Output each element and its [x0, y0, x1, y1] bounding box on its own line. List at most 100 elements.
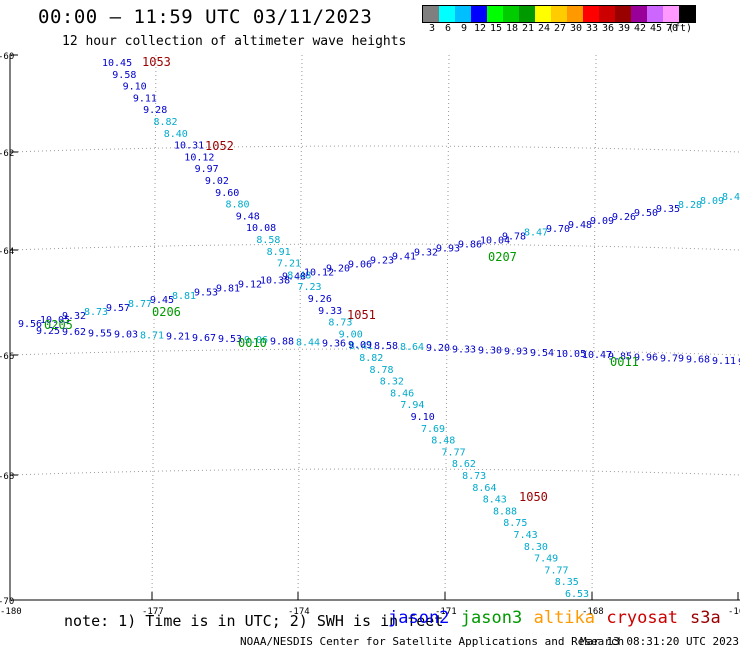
- parallel-gridline: [9, 145, 740, 153]
- lat-label: -68: [0, 472, 14, 482]
- track-1053-value: 9.28: [143, 105, 167, 116]
- track-0206-value: 10.38: [260, 275, 290, 286]
- pass-label: 1051: [347, 308, 376, 322]
- scale-swatch: [535, 6, 551, 22]
- scale-swatch: [679, 6, 695, 22]
- page-subtitle: 12 hour collection of altimeter wave hei…: [62, 34, 407, 49]
- track-1053-value: 8.43: [483, 495, 507, 506]
- track-1053-value: 7.69: [421, 424, 445, 435]
- track-0010-value: 9.25: [36, 326, 60, 337]
- track-0206-value: 9.06: [348, 259, 372, 270]
- timestamp-text: Mar 13 08:31:20 UTC 2023: [580, 635, 739, 648]
- lat-label: -60: [0, 52, 14, 62]
- pass-label: 0205: [44, 318, 73, 332]
- pass-label: 0207: [488, 250, 517, 264]
- track-1053-value: 8.64: [472, 483, 496, 494]
- lon-label: -177: [142, 607, 164, 617]
- track-0010-value: 9.62: [62, 327, 86, 338]
- pass-label: 0206: [152, 305, 181, 319]
- scale-swatch: [519, 6, 535, 22]
- track-1053-value: 10.12: [184, 152, 214, 163]
- track-0206-value: 8.73: [84, 307, 108, 318]
- lat-label: -66: [0, 352, 14, 362]
- meridian-gridline: [297, 54, 303, 601]
- parallel-gridline: [9, 243, 740, 251]
- scale-swatch: [615, 6, 631, 22]
- track-0206-value: 8.09: [700, 196, 724, 207]
- track-0206-value: 8.47: [524, 228, 548, 239]
- scale-label: 36: [602, 23, 615, 34]
- track-0010-value: 9.11: [712, 356, 736, 367]
- track-0206-value: 9.78: [502, 232, 526, 243]
- track-0010-value: 9.20: [426, 343, 450, 354]
- track-0010-value: 9.68: [686, 355, 710, 366]
- scale-swatch: [455, 6, 471, 22]
- track-1053-value: 8.32: [380, 377, 404, 388]
- track-0010-value: 10.47: [582, 350, 612, 361]
- track-0010-value: 8.64: [400, 342, 424, 353]
- track-0206-value: 9.48: [568, 220, 592, 231]
- track-0206-value: 8.28: [678, 200, 702, 211]
- track-1053-value: 7.43: [514, 530, 538, 541]
- scale-label: (ft): [668, 23, 693, 34]
- scale-label: 6: [445, 23, 452, 34]
- legend-cryosat: cryosat: [606, 608, 679, 628]
- legend-s3a: s3a: [690, 608, 721, 628]
- track-1053-value: 8.91: [267, 247, 291, 258]
- track-0010-value: 9.33: [452, 344, 476, 355]
- parallel-gridline: [9, 468, 740, 476]
- lon-label: -171: [435, 607, 457, 617]
- track-1053-value: 8.78: [370, 365, 394, 376]
- track-0010-value: 9.36: [322, 339, 346, 350]
- track-0010-value: 9.93: [504, 347, 528, 358]
- pass-label: 1050: [519, 490, 548, 504]
- track-1053-value: 10.08: [246, 223, 276, 234]
- track-1053-value: 7.21: [277, 259, 301, 270]
- page-title: 00:00 – 11:59 UTC 03/11/2023: [38, 6, 373, 28]
- lon-label: -174: [288, 607, 310, 617]
- track-1053-value: 8.88: [493, 506, 517, 517]
- track-0010-value: 9.89: [738, 357, 740, 368]
- track-1053-value: 9.26: [308, 294, 332, 305]
- track-1053-value: 9.48: [236, 211, 260, 222]
- track-0010-value: 9.88: [270, 336, 294, 347]
- track-1053-value: 9.60: [215, 188, 239, 199]
- track-1053-value: 8.73: [462, 471, 486, 482]
- meridian-gridline: [444, 54, 450, 601]
- lon-label: -168: [582, 607, 604, 617]
- scale-swatch: [423, 6, 439, 22]
- lat-label: -62: [0, 149, 14, 159]
- track-1053-value: 9.33: [318, 306, 342, 317]
- track-0010-value: 9.30: [478, 346, 502, 357]
- track-0206-value: 9.12: [238, 279, 262, 290]
- track-1053-value: 8.75: [503, 518, 527, 529]
- pass-label: 0010: [238, 336, 267, 350]
- scale-label: 30: [570, 23, 583, 34]
- track-0010-value: 8.71: [140, 331, 164, 342]
- track-0206-value: 8.81: [172, 291, 196, 302]
- track-1053-value: 9.10: [411, 412, 435, 423]
- lon-label: -165: [728, 607, 740, 617]
- scale-label: 18: [506, 23, 519, 34]
- track-1053-value: 8.73: [328, 318, 352, 329]
- track-0206-value: 9.93: [436, 244, 460, 255]
- track-1053-value: 7.77: [442, 447, 466, 458]
- pass-label: 1052: [205, 139, 234, 153]
- track-0206-value: 8.77: [128, 299, 152, 310]
- track-0206-value: 9.32: [414, 248, 438, 259]
- pass-label: 0011: [610, 355, 639, 369]
- track-1053-value: 10.31: [174, 141, 204, 152]
- track-1053-value: 8.40: [164, 129, 188, 140]
- track-1053-value: 8.41: [349, 341, 373, 352]
- track-1053-value: 7.94: [400, 400, 424, 411]
- track-0010-value: 9.06: [244, 335, 268, 346]
- legend-jason2: jason2: [388, 608, 450, 628]
- parallel-gridline: [9, 348, 740, 356]
- track-0206-value: 10.05: [40, 315, 70, 326]
- track-1053-value: 10.45: [102, 58, 132, 69]
- scale-swatch: [471, 6, 487, 22]
- legend-altika: altika: [533, 608, 596, 628]
- track-0206-value: 9.53: [194, 287, 218, 298]
- track-0206-value: 10.04: [480, 236, 510, 247]
